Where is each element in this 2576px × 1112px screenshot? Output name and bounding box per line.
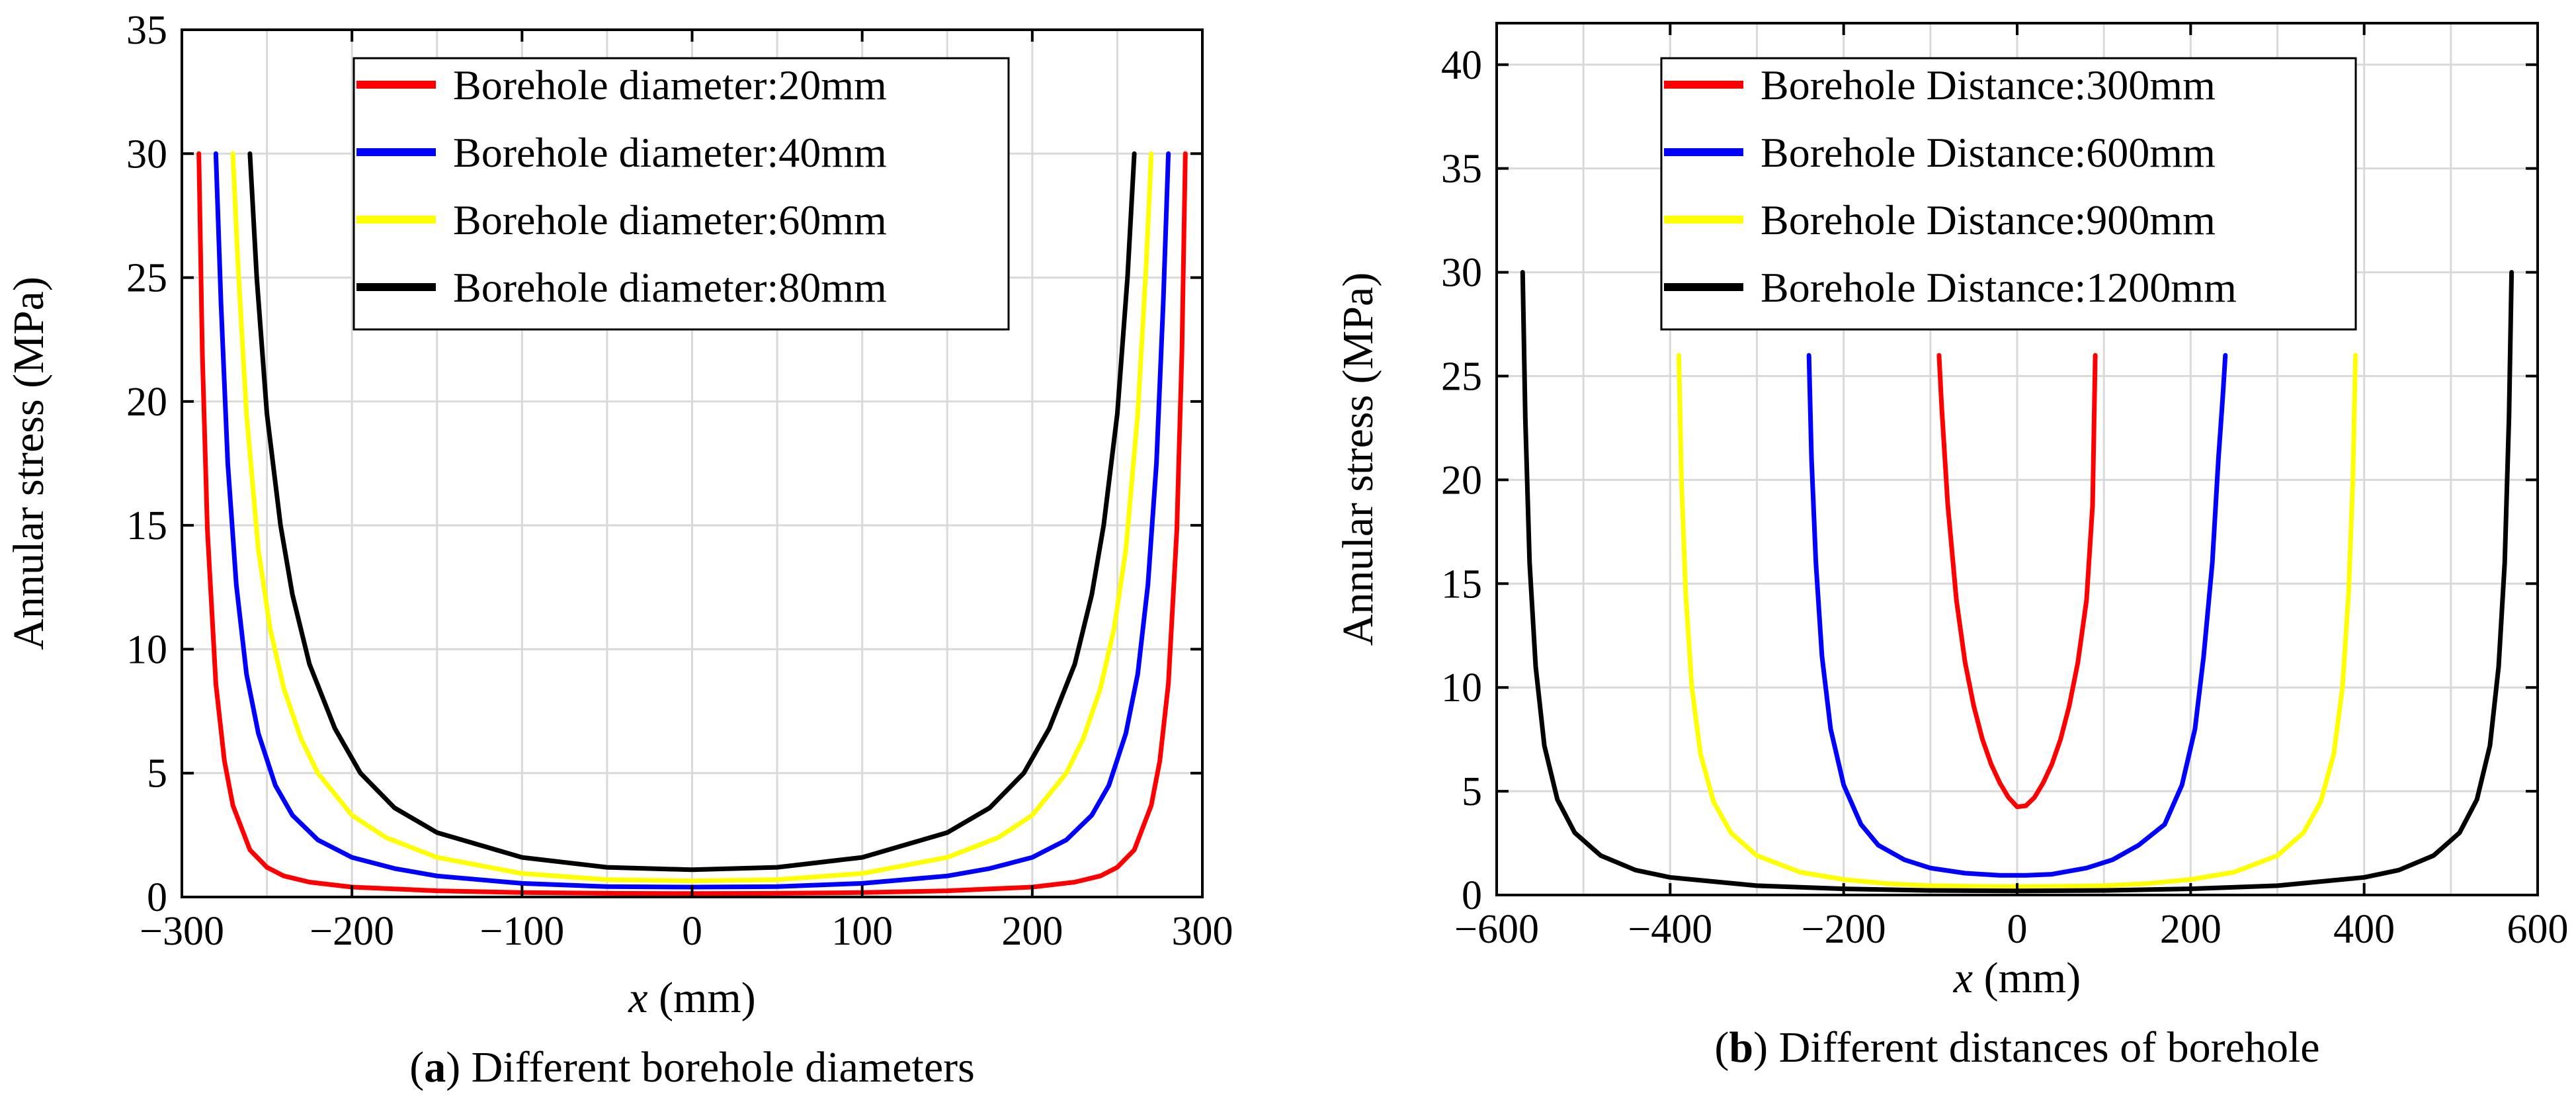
chart-panel-b: −600 −400 −200 0 200 400 600 0 5 10 15 20 25 30 35 40 An…: [1334, 22, 2569, 1072]
x-tick-label: 200: [1001, 909, 1063, 954]
legend-box: [353, 57, 1010, 331]
x-tick-label: −200: [1802, 907, 1886, 952]
y-axis-label: Annular stress (MPa): [5, 277, 53, 650]
y-tick-label: 30: [1441, 251, 1482, 296]
x-tick-label: 400: [2333, 907, 2395, 952]
y-tick-label: 0: [1462, 873, 1482, 918]
x-tick-label: −200: [310, 909, 394, 954]
legend-label-3: Borehole Distance:900mm: [1761, 196, 2216, 243]
chart-panel-a: −300 −200 −100 0 100 200 300 0 5 10 15 20 25 30 35 Annu…: [5, 8, 1233, 1091]
y-tick-label: 15: [1441, 562, 1482, 607]
y-tick-label: 15: [126, 503, 167, 548]
legend-label-2: Borehole Distance:600mm: [1761, 129, 2216, 176]
panel-caption: (b) Different distances of borehole: [1714, 1023, 2319, 1072]
legend-label-1: Borehole Distance:300mm: [1761, 62, 2216, 108]
x-tick-label: 0: [2007, 907, 2028, 952]
y-tick-label: 35: [1441, 147, 1482, 192]
legend: Borehole diameter:20mm Borehole diameter:…: [353, 57, 1010, 331]
y-axis-label: Annular stress (MPa): [1334, 273, 1382, 646]
x-tick-label: 600: [2507, 907, 2569, 952]
y-tick-label: 10: [126, 627, 167, 672]
x-tick-label: 200: [2160, 907, 2222, 952]
y-tick-label: 30: [126, 132, 167, 177]
x-axis-label: x (mm): [628, 974, 755, 1022]
legend-label-3: Borehole diameter:60mm: [453, 196, 887, 243]
legend-label-4: Borehole diameter:80mm: [453, 264, 887, 311]
y-tick-label: 10: [1441, 665, 1482, 710]
legend-label-4: Borehole Distance:1200mm: [1761, 264, 2237, 311]
y-tick-label: 40: [1441, 43, 1482, 88]
x-tick-label: 0: [682, 909, 702, 954]
series-line-4: [247, 151, 1137, 873]
x-tick-label: −400: [1628, 907, 1712, 952]
y-tick-label: 5: [1462, 769, 1482, 814]
y-tick-label: 20: [1441, 458, 1482, 503]
y-tick-label: 25: [1441, 354, 1482, 399]
x-axis-label: x (mm): [1953, 954, 2081, 1002]
legend-box: [1660, 57, 2357, 331]
panel-caption: (a) Different borehole diameters: [409, 1043, 975, 1091]
legend-label-2: Borehole diameter:40mm: [453, 129, 887, 176]
y-tick-label: 25: [126, 256, 167, 301]
y-tick-label: 20: [126, 380, 167, 425]
series-line-1: [1936, 353, 2098, 810]
x-tick-label: 300: [1172, 909, 1233, 954]
y-tick-label: 0: [147, 875, 167, 920]
x-tick-label: 100: [831, 909, 893, 954]
y-tick-label: 5: [147, 751, 167, 796]
x-tick-label: −300: [140, 909, 224, 954]
legend-label-1: Borehole diameter:20mm: [453, 62, 887, 108]
series-line-2: [1806, 353, 2228, 878]
x-tick-label: −600: [1454, 907, 1539, 952]
series-line-3: [230, 151, 1154, 884]
y-tick-label: 35: [126, 8, 167, 53]
x-tick-label: −100: [479, 909, 564, 954]
legend: Borehole Distance:300mm Borehole Distance…: [1660, 57, 2357, 331]
